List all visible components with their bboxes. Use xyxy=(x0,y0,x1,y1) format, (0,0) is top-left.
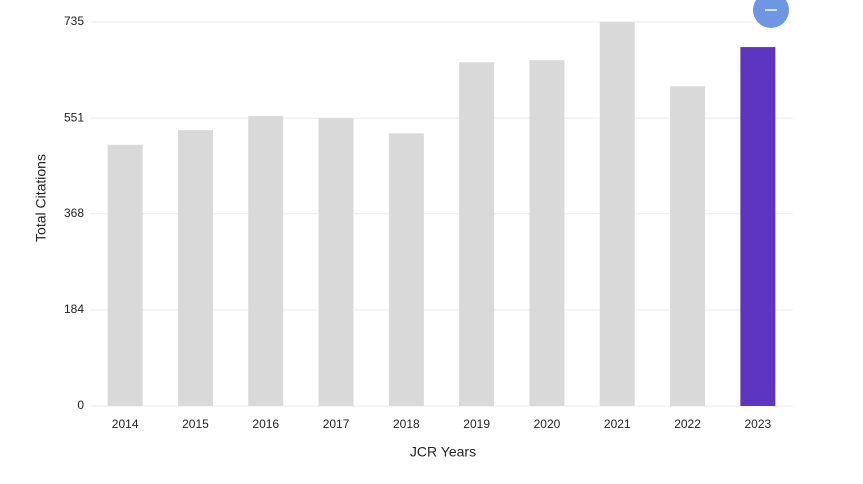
y-axis-title: Total Citations xyxy=(33,154,49,242)
x-tick-label: 2015 xyxy=(182,417,209,431)
y-tick-label: 735 xyxy=(64,14,84,28)
bar xyxy=(670,86,706,406)
bar xyxy=(529,60,565,407)
x-axis-title: JCR Years xyxy=(410,444,476,460)
x-tick-label: 2019 xyxy=(463,417,490,431)
button-circle[interactable] xyxy=(753,0,789,28)
bar xyxy=(318,118,354,406)
bar xyxy=(177,130,213,406)
bar xyxy=(248,116,284,406)
x-tick-label: 2017 xyxy=(323,417,350,431)
y-tick-label: 0 xyxy=(77,398,84,412)
bar xyxy=(599,22,635,406)
x-tick-label: 2014 xyxy=(112,417,139,431)
bar xyxy=(388,133,424,407)
y-tick-label: 551 xyxy=(64,110,84,124)
collapse-button[interactable] xyxy=(753,0,789,28)
x-tick-label: 2016 xyxy=(252,417,279,431)
bar xyxy=(107,144,143,406)
bar xyxy=(740,47,776,407)
y-tick-label: 368 xyxy=(64,206,84,220)
bar xyxy=(459,62,495,406)
x-tick-label: 2023 xyxy=(744,417,771,431)
x-tick-label: 2021 xyxy=(604,417,631,431)
x-tick-label: 2020 xyxy=(534,417,561,431)
x-tick-label: 2018 xyxy=(393,417,420,431)
x-tick-label: 2022 xyxy=(674,417,701,431)
y-tick-label: 184 xyxy=(64,302,84,316)
